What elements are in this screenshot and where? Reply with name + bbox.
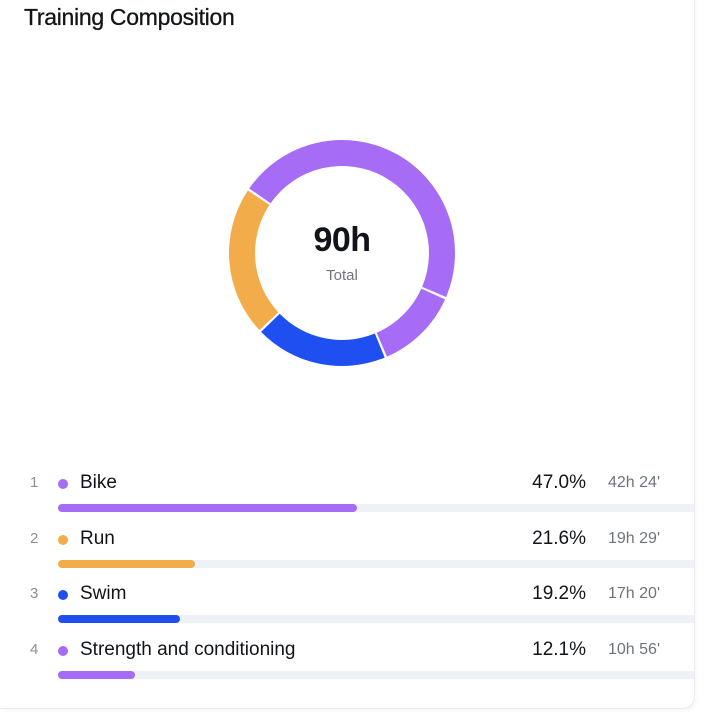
- donut-svg: [229, 139, 455, 366]
- card-title: Training Composition: [24, 4, 235, 30]
- list-item-rank: 2: [30, 529, 39, 547]
- list-item-percent: 12.1%: [532, 638, 586, 660]
- list-item-rank: 4: [30, 640, 39, 658]
- donut-slice: [261, 313, 385, 366]
- list-item-duration: 10h 56': [608, 640, 660, 658]
- progress-track: [58, 559, 694, 568]
- list-item-percent: 47.0%: [532, 472, 586, 493]
- list-item: 2 Run 21.6% 19h 29': [0, 522, 694, 578]
- legend-dot-icon: [58, 590, 68, 600]
- list-item-name: Run: [80, 527, 115, 549]
- list-item: 1 Bike 47.0% 42h 24': [0, 466, 694, 522]
- legend-dot-icon: [58, 645, 68, 656]
- composition-list: 1 Bike 47.0% 42h 24' 2 Run 21.6% 19h 29' 3 Swim 19…: [0, 466, 694, 688]
- legend-dot-icon: [58, 479, 68, 489]
- progress-bar-fill: [58, 670, 135, 679]
- list-item-duration: 19h 29': [608, 529, 660, 547]
- list-item-name: Strength and conditioning: [80, 638, 296, 660]
- list-item-rank: 3: [30, 585, 39, 602]
- list-item: 4 Strength and conditioning 12.1% 10h 56': [0, 633, 694, 689]
- progress-track: [58, 504, 694, 512]
- progress-bar-fill: [58, 559, 196, 568]
- donut-center-total: 90h: [313, 221, 371, 259]
- list-item-rank: 1: [30, 474, 39, 491]
- progress-bar-fill: [58, 504, 357, 512]
- list-item-duration: 42h 24': [608, 474, 660, 491]
- donut-slice: [376, 288, 446, 357]
- list-item-percent: 21.6%: [532, 527, 586, 549]
- donut-chart: 90h Total: [222, 133, 462, 373]
- legend-dot-icon: [58, 534, 68, 545]
- list-item-name: Swim: [80, 583, 127, 604]
- donut-slice: [229, 190, 279, 331]
- progress-bar-fill: [58, 615, 181, 623]
- list-item-percent: 19.2%: [532, 583, 586, 604]
- list-item-name: Bike: [80, 472, 117, 493]
- progress-track: [58, 615, 694, 623]
- donut-center-label: Total: [326, 267, 358, 284]
- progress-track: [58, 670, 694, 679]
- list-item-duration: 17h 20': [608, 585, 660, 602]
- donut-slice: [249, 139, 455, 298]
- list-item: 3 Swim 19.2% 17h 20': [0, 577, 694, 633]
